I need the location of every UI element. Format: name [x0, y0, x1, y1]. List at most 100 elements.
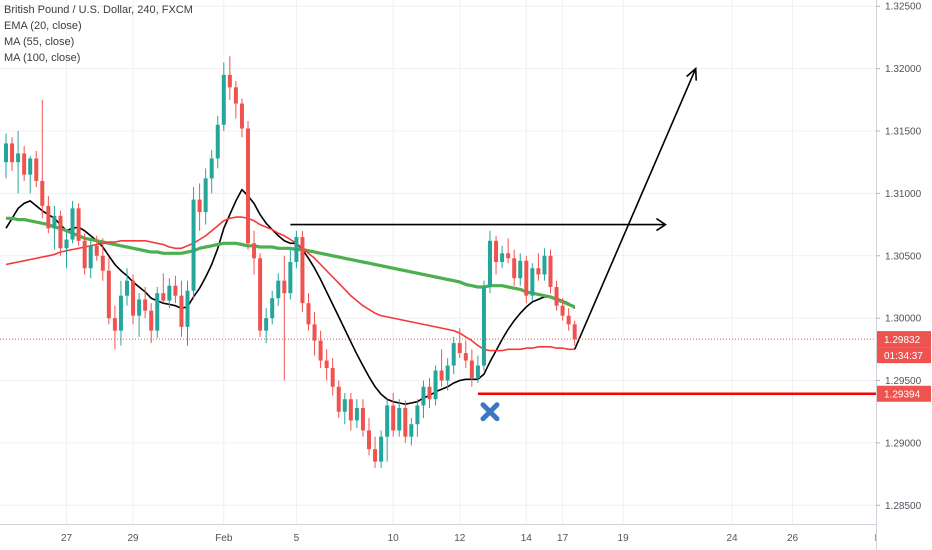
candle-body: [530, 268, 535, 296]
candle-body: [112, 318, 117, 331]
candle-body: [137, 299, 142, 316]
candle-body: [270, 298, 275, 319]
candle-body: [306, 303, 311, 325]
candle-body: [548, 255, 553, 287]
candle-body: [500, 253, 505, 262]
y-tick-label: 1.30000: [885, 314, 922, 325]
candle-body: [76, 208, 81, 241]
candle-body: [342, 399, 347, 412]
candle-body: [415, 405, 420, 425]
candle-body: [469, 360, 474, 379]
candle-body: [233, 87, 238, 104]
x-mark-stroke-b: [480, 402, 500, 422]
candle-body: [118, 295, 123, 331]
legend-ema20[interactable]: EMA (20, close): [4, 20, 82, 32]
candle-body: [385, 405, 390, 437]
resistance-arrowhead: [656, 217, 667, 232]
ma100-line: [5, 216, 575, 352]
candle-body: [512, 258, 517, 279]
candle-body: [106, 270, 111, 319]
candle-body: [82, 240, 87, 269]
countdown-label: 01:34:37: [884, 351, 923, 362]
legend-ma100[interactable]: MA (100, close): [4, 52, 81, 64]
candle-body: [258, 258, 263, 331]
candle-body: [397, 407, 402, 431]
candle-body: [445, 365, 450, 381]
candle-body: [149, 310, 154, 331]
x-tick-label: Feb: [215, 533, 233, 544]
candle-body: [203, 178, 208, 213]
chart-grid: [0, 0, 884, 524]
candle-body: [22, 153, 27, 175]
x-tick-label: 27: [61, 533, 73, 544]
candle-body: [542, 255, 547, 275]
projection-arrow-line: [573, 68, 697, 350]
candle-body: [367, 430, 371, 450]
candle-body: [554, 286, 559, 306]
candle-body: [409, 424, 414, 437]
candle-body: [16, 153, 21, 163]
candle-body: [572, 324, 577, 340]
support-price-label-box: [877, 385, 931, 402]
x-axis[interactable]: 2729Feb510121417192426Mar: [0, 524, 893, 545]
candle-body: [143, 299, 148, 311]
candle-body: [282, 280, 287, 294]
x-tick-label: 12: [454, 533, 466, 544]
candle-body: [360, 407, 365, 431]
y-tick-label: 1.31000: [885, 189, 922, 200]
legend-symbol-title[interactable]: British Pound / U.S. Dollar, 240, FXCM: [4, 4, 193, 16]
candle-body: [421, 386, 426, 406]
y-tick-label: 1.31500: [885, 127, 922, 138]
candle-body: [354, 407, 359, 421]
candle-body: [209, 158, 214, 179]
candle-body: [227, 74, 232, 88]
last-price-label: 1.29832: [884, 335, 921, 346]
candle-body: [100, 255, 105, 271]
candle-body: [330, 368, 335, 387]
candle-body: [427, 386, 432, 400]
candle-body: [58, 215, 63, 249]
candle-body: [64, 239, 69, 249]
candle-body: [173, 285, 178, 296]
y-axis[interactable]: 1.32500 1.32000 1.31500 1.31000 1.30500 1.300…: [876, 0, 932, 550]
candle-body: [451, 343, 456, 366]
candle-body: [457, 343, 462, 354]
candle-body: [179, 295, 184, 327]
y-tick-label: 1.30500: [885, 251, 922, 262]
candle-body: [52, 215, 57, 229]
y-tick-label: 1.32500: [885, 2, 922, 13]
candlesticks: [4, 56, 577, 468]
y-tick-label: 1.32000: [885, 64, 922, 75]
candle-body: [4, 143, 8, 163]
candle-body: [28, 158, 33, 175]
countdown-label-box: [877, 347, 931, 364]
candle-body: [433, 370, 438, 400]
x-tick-label: 17: [557, 533, 569, 544]
y-axis-background: [876, 0, 932, 550]
candle-body: [88, 245, 93, 269]
candle-body: [221, 74, 226, 125]
candle-body: [439, 370, 444, 381]
y-tick-label: 1.29000: [885, 438, 922, 449]
candle-body: [403, 407, 408, 437]
drawings: [0, 66, 876, 422]
candle-body: [348, 399, 353, 421]
candle-body: [46, 205, 51, 229]
candle-body: [167, 285, 172, 301]
candle-body: [475, 365, 480, 379]
legend-ma55[interactable]: MA (55, close): [4, 36, 75, 48]
candle-body: [185, 290, 190, 327]
x-tick-label: 5: [294, 533, 300, 544]
candle-body: [276, 280, 281, 299]
candle-body: [300, 237, 305, 304]
candle-body: [252, 243, 257, 259]
ma55-line: [6, 216, 576, 309]
candle-body: [560, 305, 565, 316]
candle-body: [391, 405, 396, 431]
candle-body: [494, 240, 499, 262]
candle-body: [312, 324, 317, 341]
candle-body: [197, 199, 202, 213]
last-price-label-box: [877, 331, 931, 348]
candle-body: [324, 360, 329, 369]
